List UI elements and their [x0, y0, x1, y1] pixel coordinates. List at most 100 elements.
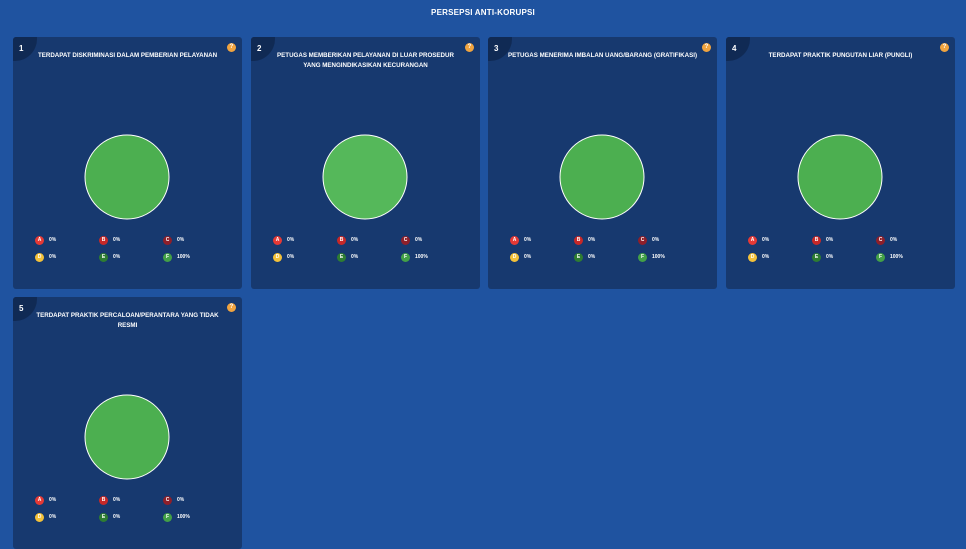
- legend-value: 0%: [113, 237, 121, 243]
- legend-badge: C: [401, 236, 410, 245]
- legend-value: 0%: [113, 497, 121, 503]
- legend-value: 0%: [588, 237, 596, 243]
- legend-value: 0%: [287, 254, 295, 260]
- pie-chart: [84, 394, 170, 480]
- legend-badge: A: [273, 236, 282, 245]
- chart-legend: A 0% B 0% C 0% D 0% E 0% F 100%: [35, 236, 235, 262]
- chart-legend: A 0% B 0% C 0% D 0% E 0% F 100%: [273, 236, 473, 262]
- legend-value: 0%: [762, 254, 770, 260]
- question-mark-icon[interactable]: ?: [702, 43, 711, 52]
- legend-value: 0%: [49, 254, 57, 260]
- legend-badge: C: [638, 236, 647, 245]
- legend-item-e: E 0%: [99, 513, 120, 522]
- legend-value: 100%: [890, 254, 903, 260]
- pie-chart: [559, 134, 645, 220]
- question-title: PETUGAS MENERIMA IMBALAN UANG/BARANG (GR…: [507, 52, 698, 59]
- legend-item-d: D 0%: [273, 253, 294, 262]
- pie-slice-f[interactable]: [559, 134, 645, 220]
- legend-value: 0%: [762, 237, 770, 243]
- legend-item-b: B 0%: [99, 496, 120, 505]
- question-number: 2: [257, 44, 262, 53]
- legend-value: 0%: [113, 254, 121, 260]
- question-mark-icon[interactable]: ?: [227, 43, 236, 52]
- question-mark-icon[interactable]: ?: [940, 43, 949, 52]
- legend-value: 100%: [177, 514, 190, 520]
- pie-slice-f[interactable]: [797, 134, 883, 220]
- legend-item-c: C 0%: [163, 236, 184, 245]
- legend-badge: F: [876, 253, 885, 262]
- pie-chart: [84, 134, 170, 220]
- legend-badge: B: [99, 496, 108, 505]
- question-mark-icon[interactable]: ?: [227, 303, 236, 312]
- legend-value: 0%: [826, 237, 834, 243]
- question-mark-icon[interactable]: ?: [465, 43, 474, 52]
- pie-slice-f[interactable]: [322, 134, 408, 220]
- question-number: 3: [494, 44, 499, 53]
- legend-value: 100%: [177, 254, 190, 260]
- legend-value: 0%: [177, 237, 185, 243]
- question-number: 5: [19, 304, 24, 313]
- legend-item-e: E 0%: [574, 253, 595, 262]
- legend-badge: E: [337, 253, 346, 262]
- legend-item-f: F 100%: [401, 253, 428, 262]
- legend-item-d: D 0%: [35, 253, 56, 262]
- legend-badge: E: [574, 253, 583, 262]
- legend-badge: E: [99, 253, 108, 262]
- legend-value: 0%: [524, 237, 532, 243]
- legend-badge: B: [574, 236, 583, 245]
- legend-badge: F: [638, 253, 647, 262]
- legend-item-a: A 0%: [510, 236, 531, 245]
- legend-item-c: C 0%: [163, 496, 184, 505]
- pie-slice-f[interactable]: [84, 394, 170, 480]
- legend-badge: D: [273, 253, 282, 262]
- question-card: 3? PETUGAS MENERIMA IMBALAN UANG/BARANG (…: [488, 37, 717, 289]
- chart-legend: A 0% B 0% C 0% D 0% E 0% F 100%: [35, 496, 235, 522]
- legend-item-d: D 0%: [748, 253, 769, 262]
- pie-chart: [797, 134, 883, 220]
- legend-value: 0%: [177, 497, 185, 503]
- question-number: 4: [732, 44, 737, 53]
- legend-item-f: F 100%: [163, 513, 190, 522]
- legend-item-f: F 100%: [163, 253, 190, 262]
- pie-slice-f[interactable]: [84, 134, 170, 220]
- page-title: PERSEPSI ANTI-KORUPSI: [431, 8, 535, 17]
- question-card: 4? TERDAPAT PRAKTIK PUNGUTAN LIAR (PUNGLI…: [726, 37, 955, 289]
- chart-legend: A 0% B 0% C 0% D 0% E 0% F 100%: [748, 236, 948, 262]
- legend-item-e: E 0%: [337, 253, 358, 262]
- question-number: 1: [19, 44, 24, 53]
- legend-item-a: A 0%: [35, 496, 56, 505]
- question-title: TERDAPAT PRAKTIK PUNGUTAN LIAR (PUNGLI): [768, 52, 913, 59]
- legend-item-b: B 0%: [812, 236, 833, 245]
- chart-legend: A 0% B 0% C 0% D 0% E 0% F 100%: [510, 236, 710, 262]
- legend-badge: F: [163, 253, 172, 262]
- legend-item-c: C 0%: [638, 236, 659, 245]
- legend-value: 0%: [351, 237, 359, 243]
- question-title: TERDAPAT PRAKTIK PERCALOAN/PERANTARA YAN…: [36, 312, 219, 329]
- legend-item-c: C 0%: [401, 236, 422, 245]
- legend-badge: C: [163, 236, 172, 245]
- legend-item-f: F 100%: [638, 253, 665, 262]
- legend-badge: B: [99, 236, 108, 245]
- legend-badge: E: [99, 513, 108, 522]
- legend-badge: D: [35, 513, 44, 522]
- legend-item-a: A 0%: [748, 236, 769, 245]
- legend-value: 0%: [351, 254, 359, 260]
- legend-badge: E: [812, 253, 821, 262]
- legend-value: 0%: [588, 254, 596, 260]
- legend-item-d: D 0%: [510, 253, 531, 262]
- legend-item-a: A 0%: [273, 236, 294, 245]
- legend-value: 0%: [524, 254, 532, 260]
- legend-item-a: A 0%: [35, 236, 56, 245]
- legend-badge: A: [35, 496, 44, 505]
- legend-badge: D: [510, 253, 519, 262]
- legend-badge: F: [163, 513, 172, 522]
- pie-chart: [322, 134, 408, 220]
- legend-value: 0%: [890, 237, 898, 243]
- legend-item-e: E 0%: [812, 253, 833, 262]
- legend-badge: B: [812, 236, 821, 245]
- legend-badge: F: [401, 253, 410, 262]
- question-card: 2? PETUGAS MEMBERIKAN PELAYANAN DI LUAR P…: [251, 37, 480, 289]
- legend-badge: C: [876, 236, 885, 245]
- legend-item-e: E 0%: [99, 253, 120, 262]
- legend-badge: D: [748, 253, 757, 262]
